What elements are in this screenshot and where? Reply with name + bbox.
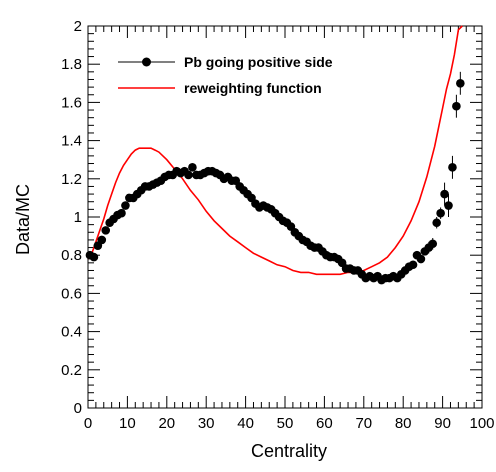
reweighting-curve-layer [87, 25, 463, 276]
data-point [432, 218, 441, 228]
data-point [436, 208, 445, 218]
data-point [416, 254, 426, 264]
y-tick-label: 2 [74, 18, 82, 35]
y-tick-label: 0.6 [61, 285, 82, 302]
y-tick-label: 1.8 [61, 56, 82, 73]
x-tick-label: 70 [355, 415, 372, 432]
y-tick-label: 1.6 [61, 94, 82, 111]
x-tick-label: 60 [316, 415, 333, 432]
data-point [101, 226, 111, 235]
data-point [188, 163, 197, 172]
reweighting-function-line [87, 25, 463, 276]
data-point [408, 260, 418, 270]
data-point [89, 252, 99, 262]
data-point [456, 79, 465, 88]
axis-tick-labels: 0 10 20 30 40 50 60 70 80 90 100 0 0.2 0.4 0.6 0.8 1 1.2 1… [61, 18, 494, 432]
data-points-layer [85, 71, 465, 285]
data-point [440, 189, 449, 199]
x-tick-label: 30 [198, 415, 215, 432]
legend-marker-dot [142, 57, 151, 67]
x-tick-label: 80 [395, 415, 412, 432]
y-tick-label: 1.4 [61, 133, 82, 150]
y-tick-label: 0.2 [61, 362, 82, 379]
x-axis-title: Centrality [251, 441, 327, 461]
y-tick-label: 0.8 [61, 247, 82, 264]
y-axis-title: Data/MC [13, 184, 33, 255]
y-tick-label: 0.4 [61, 324, 82, 341]
legend: Pb going positive side reweighting funct… [118, 54, 333, 96]
data-point [448, 163, 457, 172]
data-point [444, 201, 453, 210]
legend-label-data: Pb going positive side [184, 54, 333, 70]
axis-ticks [87, 25, 483, 409]
data-point [452, 101, 461, 111]
y-tick-label: 0 [74, 400, 82, 417]
x-tick-label: 10 [119, 415, 136, 432]
data-point [428, 239, 438, 249]
y-tick-label: 1 [74, 209, 82, 226]
legend-label-curve: reweighting function [184, 80, 322, 96]
x-tick-label: 40 [237, 415, 254, 432]
x-tick-label: 50 [277, 415, 294, 432]
x-tick-label: 90 [434, 415, 451, 432]
data-point [121, 201, 130, 210]
data-point [97, 235, 107, 245]
data-point [117, 208, 126, 218]
data-point [184, 170, 193, 180]
x-tick-label: 0 [84, 415, 92, 432]
x-tick-label: 20 [158, 415, 175, 432]
x-tick-label: 100 [469, 415, 494, 432]
y-tick-label: 1.2 [61, 171, 82, 188]
